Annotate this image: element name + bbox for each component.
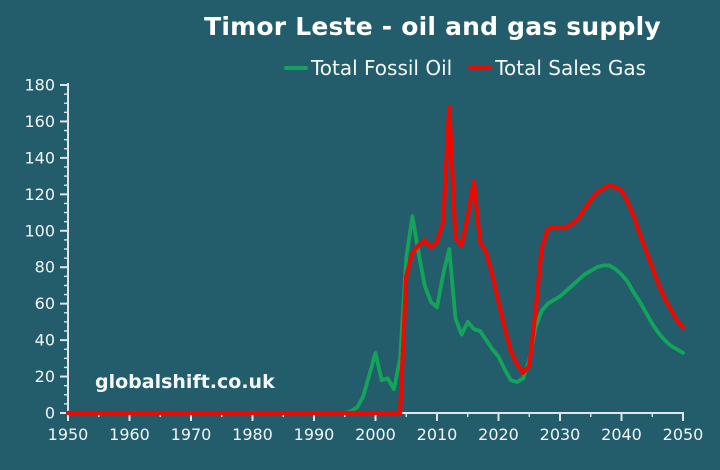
x-tick-label: 2010 — [417, 425, 458, 444]
legend-label: Total Fossil Oil — [310, 56, 453, 80]
series-line-total-sales-gas — [65, 104, 686, 416]
x-tick-label: 2040 — [601, 425, 642, 444]
x-tick-label: 1990 — [294, 425, 335, 444]
x-tick-label: 1970 — [171, 425, 212, 444]
y-tick-label: 160 — [24, 112, 55, 131]
y-tick-label: 140 — [24, 148, 55, 167]
y-tick-label: 20 — [35, 367, 55, 386]
legend-item-total-sales-gas: Total Sales Gas — [468, 56, 646, 80]
chart-title: Timor Leste - oil and gas supply — [204, 12, 661, 41]
y-tick-label: 100 — [24, 221, 55, 240]
watermark-globalshift: globalshift.co.uk — [95, 371, 275, 393]
chart-legend: Total Fossil Oil Total Sales Gas — [210, 56, 720, 80]
y-tick-label: 80 — [35, 258, 55, 277]
y-tick-label: 120 — [24, 185, 55, 204]
y-tick-label: 0 — [45, 404, 55, 423]
y-tick-label: 40 — [35, 331, 55, 350]
x-tick-label: 2030 — [540, 425, 581, 444]
legend-label: Total Sales Gas — [495, 56, 647, 80]
x-tick-label: 2050 — [663, 425, 704, 444]
x-tick-label: 1960 — [109, 425, 150, 444]
x-tick-label: 1950 — [48, 425, 89, 444]
y-tick-label: 180 — [24, 76, 55, 95]
legend-item-total-fossil-oil: Total Fossil Oil — [283, 56, 453, 80]
legend-swatch — [468, 66, 493, 70]
y-tick-label: 60 — [35, 294, 55, 313]
x-tick-label: 2000 — [355, 425, 396, 444]
x-tick-label: 1980 — [232, 425, 273, 444]
legend-swatch — [283, 66, 308, 70]
x-tick-label: 2020 — [478, 425, 519, 444]
